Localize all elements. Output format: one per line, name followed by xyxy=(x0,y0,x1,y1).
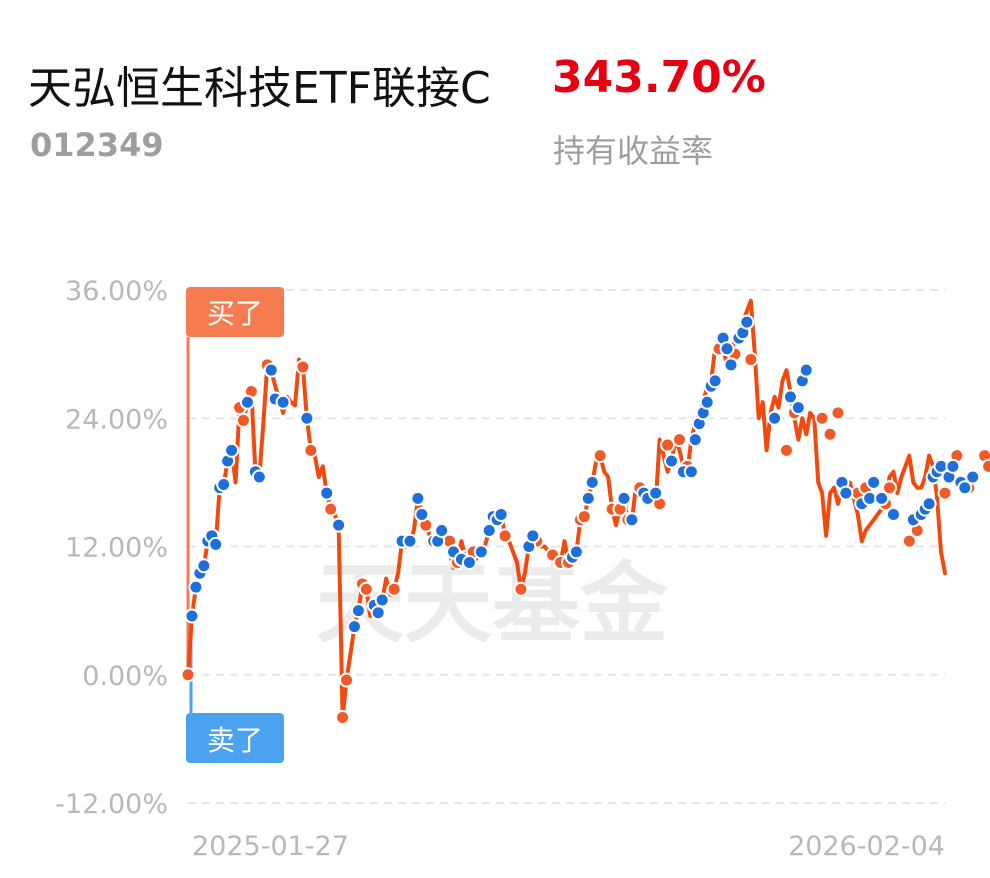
sell-point xyxy=(473,544,489,560)
sell-point xyxy=(798,362,814,378)
buy-point xyxy=(339,672,355,688)
sell-point xyxy=(461,555,477,571)
sell-point xyxy=(402,533,418,549)
sell-point xyxy=(945,458,961,474)
buy-tag xyxy=(186,287,284,337)
y-axis: 36.00% 24.00% 12.00% 0.00% -12.00% xyxy=(55,276,168,820)
buy-point xyxy=(358,581,374,597)
buy-point xyxy=(778,442,794,458)
sell-point xyxy=(584,474,600,490)
sell-point xyxy=(664,453,680,469)
sell-point xyxy=(624,512,640,528)
sell-point xyxy=(350,603,366,619)
sell-point xyxy=(251,469,267,485)
buy-point xyxy=(814,410,830,426)
buy-tag-label: 买了 xyxy=(207,297,263,330)
sell-point xyxy=(921,496,937,512)
sell-point xyxy=(739,314,755,330)
sell-point xyxy=(410,490,426,506)
sell-point xyxy=(481,522,497,538)
y-tick-label: 0.00% xyxy=(82,661,168,692)
sell-point xyxy=(346,619,362,635)
sell-point xyxy=(216,477,232,493)
sell-point xyxy=(370,605,386,621)
sell-point xyxy=(866,474,882,490)
buy-point xyxy=(235,412,251,428)
sell-point xyxy=(414,506,430,522)
sell-point xyxy=(885,506,901,522)
sell-point xyxy=(580,490,596,506)
sell-point xyxy=(707,373,723,389)
sell-point xyxy=(719,341,735,357)
fund-code: 012349 xyxy=(30,126,164,164)
trade-markers: 买了 卖了 xyxy=(186,287,284,763)
buy-point xyxy=(660,437,676,453)
sell-point xyxy=(319,485,335,501)
sell-point xyxy=(874,490,890,506)
sell-point xyxy=(224,442,240,458)
sell-tag-label: 卖了 xyxy=(207,724,263,757)
buy-point xyxy=(513,581,529,597)
sell-point xyxy=(275,394,291,410)
sell-point xyxy=(188,579,204,595)
sell-point xyxy=(263,362,279,378)
buy-point xyxy=(743,351,759,367)
sell-point xyxy=(525,528,541,544)
sell-point xyxy=(838,485,854,501)
y-tick-label: 24.00% xyxy=(65,404,168,435)
sell-point xyxy=(568,544,584,560)
buy-point xyxy=(335,710,351,725)
buy-point xyxy=(497,528,513,544)
x-tick-end: 2026-02-04 xyxy=(788,831,945,862)
sell-point xyxy=(331,517,347,533)
buy-point xyxy=(295,359,311,375)
sell-point xyxy=(723,357,739,373)
sell-point xyxy=(699,394,715,410)
y-tick-label: -12.00% xyxy=(55,789,168,820)
y-tick-label: 36.00% xyxy=(65,276,168,307)
buy-point xyxy=(671,432,687,448)
sell-point xyxy=(493,506,509,522)
sell-tag xyxy=(186,713,284,763)
sell-point xyxy=(299,410,315,426)
sell-point xyxy=(957,480,973,496)
sell-point xyxy=(648,485,664,501)
buy-point xyxy=(901,533,917,549)
sell-point xyxy=(790,400,806,416)
sell-point xyxy=(687,432,703,448)
buy-point xyxy=(981,458,990,474)
buy-point xyxy=(386,581,402,597)
sell-point xyxy=(782,389,798,405)
fund-name: 天弘恒生科技ETF联接C xyxy=(28,63,491,114)
sell-point xyxy=(184,608,200,624)
buy-point xyxy=(592,448,608,464)
buy-point xyxy=(937,485,953,501)
sell-point xyxy=(683,464,699,480)
trade-points xyxy=(180,314,990,725)
sell-point xyxy=(196,558,212,574)
buy-point xyxy=(180,667,196,683)
buy-point xyxy=(830,405,846,421)
holding-return-label: 持有收益率 xyxy=(553,132,714,170)
x-tick-start: 2025-01-27 xyxy=(192,831,349,862)
buy-point xyxy=(822,426,838,442)
holding-return-value: 343.70% xyxy=(552,52,766,103)
sell-point xyxy=(965,469,981,485)
buy-point xyxy=(882,480,898,496)
y-tick-label: 12.00% xyxy=(65,533,168,564)
sell-point xyxy=(374,592,390,608)
sell-point xyxy=(434,522,450,538)
buy-point xyxy=(323,501,339,517)
buy-point xyxy=(576,509,592,525)
buy-point xyxy=(303,442,319,458)
sell-point xyxy=(208,536,224,552)
sell-point xyxy=(239,394,255,410)
sell-point xyxy=(616,490,632,506)
sell-point xyxy=(767,410,783,426)
